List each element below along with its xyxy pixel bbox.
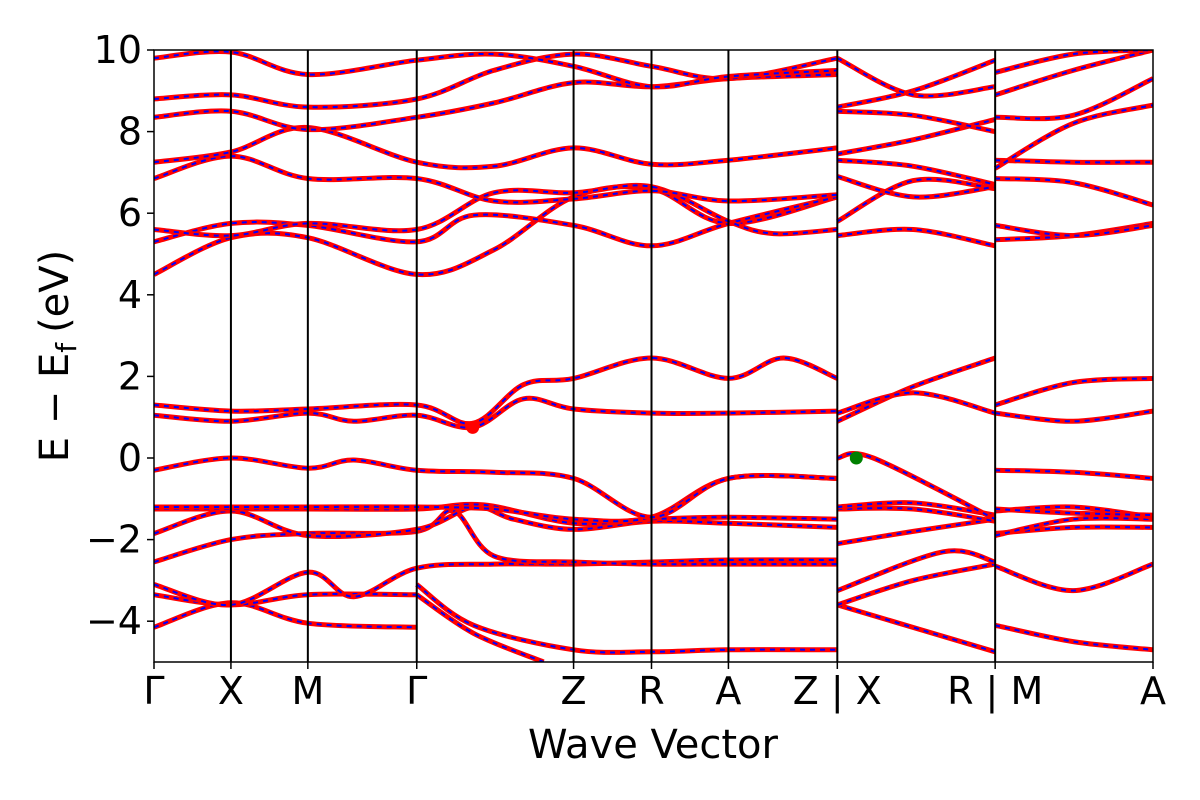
band-line xyxy=(154,184,1153,278)
band-line-dashed xyxy=(154,558,1153,606)
x-tick-label: A xyxy=(715,669,741,713)
x-tick-label: X xyxy=(218,669,244,713)
x-tick-label: Z | X xyxy=(793,669,882,714)
y-axis-title-subscript: f xyxy=(50,342,83,353)
band-line xyxy=(154,355,1153,431)
y-tick-label: 10 xyxy=(94,28,142,72)
x-tick-label: M xyxy=(291,669,324,713)
band-line xyxy=(154,50,1153,110)
band-line-dashed xyxy=(154,452,1153,521)
band-line-dashed xyxy=(154,583,1153,654)
y-tick-label: 4 xyxy=(118,273,142,317)
y-tick-label: 8 xyxy=(118,110,142,154)
band-line xyxy=(154,557,1153,608)
segment-lines xyxy=(229,50,997,662)
x-tick-label: A xyxy=(1140,669,1166,713)
x-axis-title: Wave Vector xyxy=(528,722,779,768)
y-tick-label: 0 xyxy=(118,436,142,480)
extremum-marker xyxy=(849,451,863,465)
x-axis-ticks: Γ X M Γ Z R A Z | X R | M A xyxy=(143,662,1166,714)
x-tick-label: R | M xyxy=(947,669,1043,714)
x-tick-label: Z xyxy=(561,669,587,713)
y-tick-label: −2 xyxy=(86,518,142,562)
band-line xyxy=(154,72,1153,135)
band-line-dashed xyxy=(154,509,1153,592)
band-line-dashed xyxy=(154,505,1153,545)
band-line-dashed xyxy=(154,592,544,662)
y-tick-label: −4 xyxy=(86,599,142,643)
band-line-dashed xyxy=(154,73,1153,133)
band-line-dashed xyxy=(154,356,1153,425)
extremum-marker xyxy=(466,420,480,434)
band-line-dashed xyxy=(154,178,1153,247)
band-line-dashed xyxy=(154,175,1153,237)
bands-layer xyxy=(154,50,1153,662)
y-axis-title-main: E − E xyxy=(32,353,78,463)
x-tick-label: Γ xyxy=(406,669,427,713)
band-line-dashed xyxy=(154,104,1153,170)
plot-frame xyxy=(153,49,1154,663)
x-tick-label: R xyxy=(638,669,664,713)
y-axis-title: E − Ef (eV) xyxy=(32,250,83,463)
extrema-markers xyxy=(466,420,863,465)
y-axis-title-unit: (eV) xyxy=(32,250,78,333)
x-tick-label: Γ xyxy=(143,669,164,713)
band-line-dashed xyxy=(154,50,1153,109)
band-line-dashed xyxy=(154,357,1153,429)
y-tick-label: 2 xyxy=(118,354,142,398)
y-tick-label: 6 xyxy=(118,191,142,235)
band-line-dashed xyxy=(154,155,1153,204)
y-axis-ticks: −4 −2 0 2 4 6 8 10 xyxy=(86,28,154,643)
band-line xyxy=(154,50,1153,99)
band-line-dashed xyxy=(154,185,1153,276)
band-line xyxy=(154,473,1153,524)
